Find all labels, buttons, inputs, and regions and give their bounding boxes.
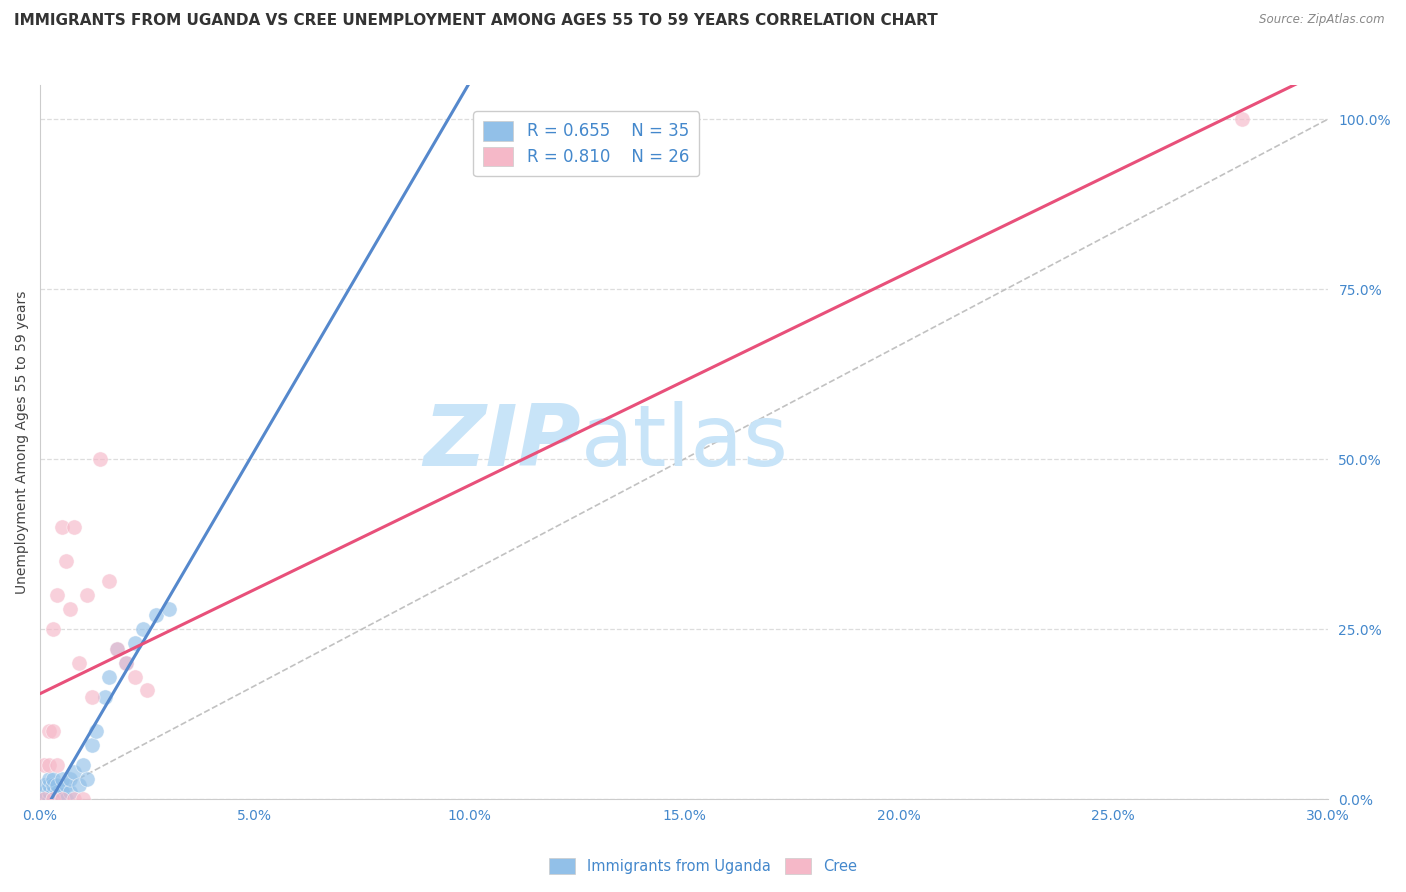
Legend: R = 0.655    N = 35, R = 0.810    N = 26: R = 0.655 N = 35, R = 0.810 N = 26: [474, 112, 699, 177]
Point: [42, 792, 65, 806]
Point: [51, 520, 73, 534]
Point: [59, 785, 82, 799]
Point: [42, 772, 65, 786]
Point: [51, 772, 73, 786]
Point: [46, 588, 69, 602]
Point: [67, 656, 90, 670]
Point: [46, 785, 69, 799]
Point: [76, 772, 98, 786]
Text: IMMIGRANTS FROM UGANDA VS CREE UNEMPLOYMENT AMONG AGES 55 TO 59 YEARS CORRELATIO: IMMIGRANTS FROM UGANDA VS CREE UNEMPLOYM…: [14, 13, 938, 29]
Point: [59, 601, 82, 615]
Point: [46, 792, 69, 806]
Point: [157, 601, 180, 615]
Point: [55, 779, 77, 793]
Point: [72, 792, 94, 806]
Point: [34, 758, 56, 772]
Point: [63, 764, 86, 779]
Point: [105, 642, 128, 657]
Point: [63, 792, 86, 806]
Point: [105, 642, 128, 657]
Point: [76, 588, 98, 602]
Text: ZIP: ZIP: [423, 401, 581, 483]
Point: [145, 608, 167, 623]
Point: [42, 792, 65, 806]
Point: [93, 690, 115, 704]
Point: [136, 683, 159, 698]
Text: atlas: atlas: [581, 401, 789, 483]
Point: [115, 656, 138, 670]
Point: [51, 785, 73, 799]
Point: [51, 792, 73, 806]
Point: [38, 758, 60, 772]
Point: [80, 738, 103, 752]
Point: [46, 758, 69, 772]
Point: [38, 792, 60, 806]
Point: [97, 574, 120, 589]
Point: [38, 724, 60, 739]
Point: [38, 779, 60, 793]
Point: [80, 690, 103, 704]
Point: [115, 656, 138, 670]
Point: [55, 554, 77, 568]
Point: [124, 670, 146, 684]
Point: [42, 785, 65, 799]
Point: [42, 779, 65, 793]
Point: [89, 452, 111, 467]
Point: [34, 792, 56, 806]
Point: [67, 779, 90, 793]
Point: [132, 622, 155, 636]
Point: [42, 622, 65, 636]
Point: [38, 785, 60, 799]
Point: [63, 520, 86, 534]
Y-axis label: Unemployment Among Ages 55 to 59 years: Unemployment Among Ages 55 to 59 years: [15, 291, 30, 594]
Point: [124, 635, 146, 649]
Point: [51, 792, 73, 806]
Point: [34, 792, 56, 806]
Legend: Immigrants from Uganda, Cree: Immigrants from Uganda, Cree: [543, 852, 863, 880]
Point: [38, 772, 60, 786]
Point: [42, 724, 65, 739]
Point: [84, 724, 107, 739]
Point: [34, 785, 56, 799]
Point: [55, 792, 77, 806]
Point: [34, 779, 56, 793]
Point: [59, 772, 82, 786]
Point: [46, 779, 69, 793]
Point: [1230, 112, 1253, 127]
Text: Source: ZipAtlas.com: Source: ZipAtlas.com: [1260, 13, 1385, 27]
Point: [72, 758, 94, 772]
Point: [97, 670, 120, 684]
